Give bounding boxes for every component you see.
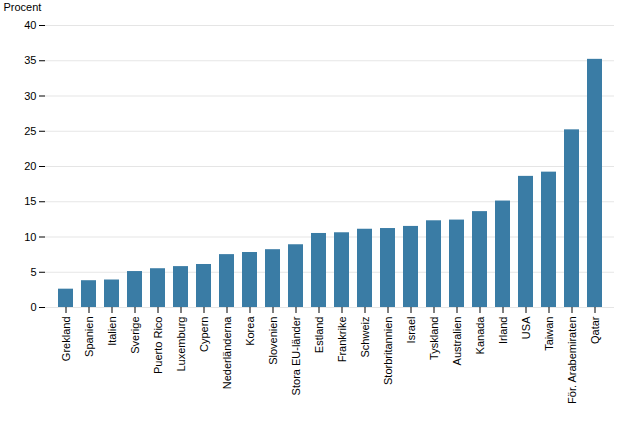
svg-text:10: 10: [24, 231, 36, 243]
svg-text:Storbritannien: Storbritannien: [382, 317, 394, 386]
svg-text:Nederländerna: Nederländerna: [221, 316, 233, 390]
svg-text:Puerto Rico: Puerto Rico: [152, 317, 164, 374]
svg-text:Slovenien: Slovenien: [267, 317, 279, 365]
svg-text:25: 25: [24, 125, 36, 137]
svg-text:Estland: Estland: [313, 317, 325, 354]
svg-text:40: 40: [24, 19, 36, 31]
svg-text:Stora EU-länder: Stora EU-länder: [290, 316, 302, 395]
svg-text:20: 20: [24, 160, 36, 172]
svg-text:USA: USA: [520, 316, 532, 339]
svg-text:Australien: Australien: [451, 317, 463, 366]
svg-text:Schweiz: Schweiz: [359, 317, 371, 358]
svg-text:Taiwan: Taiwan: [543, 317, 555, 351]
svg-text:Procent: Procent: [4, 1, 42, 13]
svg-text:För. Arabemiraten: För. Arabemiraten: [566, 317, 578, 404]
svg-text:Italien: Italien: [106, 317, 118, 346]
svg-text:Kanada: Kanada: [474, 316, 486, 355]
svg-text:Grekland: Grekland: [60, 317, 72, 362]
svg-text:35: 35: [24, 54, 36, 66]
svg-text:5: 5: [30, 266, 36, 278]
svg-text:Sverige: Sverige: [129, 317, 141, 354]
svg-text:Qatar: Qatar: [589, 316, 601, 344]
svg-text:0: 0: [30, 301, 36, 313]
svg-text:15: 15: [24, 195, 36, 207]
svg-text:Korea: Korea: [244, 316, 256, 346]
svg-text:Frankrike: Frankrike: [336, 317, 348, 363]
svg-text:30: 30: [24, 90, 36, 102]
svg-text:Tyskland: Tyskland: [428, 317, 440, 360]
svg-text:Spanien: Spanien: [83, 317, 95, 357]
svg-text:Cypern: Cypern: [198, 317, 210, 352]
svg-text:Luxemburg: Luxemburg: [175, 317, 187, 372]
svg-text:Irland: Irland: [497, 317, 509, 345]
svg-text:Israel: Israel: [405, 317, 417, 344]
